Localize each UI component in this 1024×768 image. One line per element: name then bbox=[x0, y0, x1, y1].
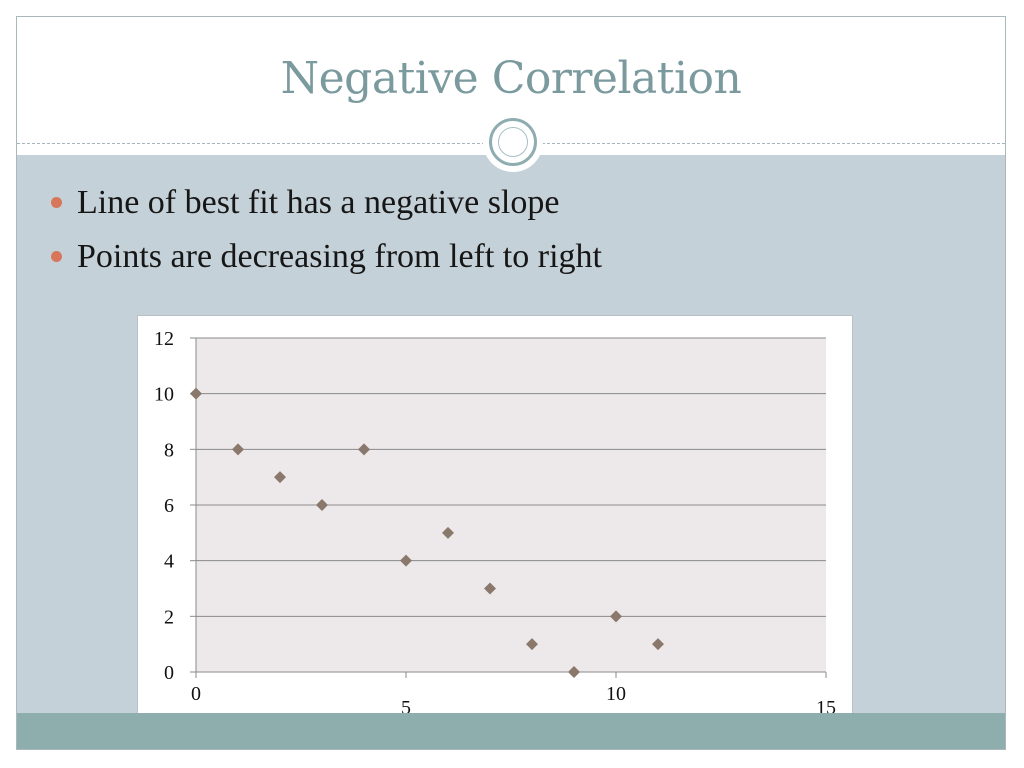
x-tick-label: 5 bbox=[401, 697, 411, 719]
bullet-text: Line of best fit has a negative slope bbox=[77, 184, 560, 221]
x-tick-label: 10 bbox=[606, 683, 626, 705]
y-tick-label: 4 bbox=[164, 551, 174, 573]
data-point bbox=[484, 582, 496, 595]
bullet-dot-icon bbox=[51, 197, 62, 208]
bullet-item: Points are decreasing from left to right bbox=[51, 235, 602, 289]
scatter-chart: 0 2 4 6 8 10 12 0 5 10 15 bbox=[137, 315, 853, 723]
bullet-list: Line of best fit has a negative slope Po… bbox=[51, 181, 602, 289]
bullet-dot-icon bbox=[51, 251, 62, 262]
y-tick-label: 10 bbox=[154, 384, 174, 406]
data-point bbox=[274, 471, 286, 484]
data-point bbox=[610, 610, 622, 623]
y-tick-label: 8 bbox=[164, 439, 174, 461]
footer-bar bbox=[17, 713, 1005, 749]
data-point bbox=[190, 387, 202, 400]
data-point bbox=[358, 443, 370, 456]
y-tick-label: 2 bbox=[164, 606, 174, 628]
slide: Negative Correlation Line of best fit ha… bbox=[16, 16, 1006, 750]
slide-title: Negative Correlation bbox=[280, 53, 742, 104]
data-point bbox=[400, 554, 412, 567]
data-point bbox=[316, 499, 328, 511]
x-tick-label: 0 bbox=[191, 683, 201, 705]
data-point bbox=[232, 443, 244, 456]
data-point bbox=[442, 526, 454, 539]
circle-ornament-icon bbox=[483, 112, 543, 172]
bullet-text: Points are decreasing from left to right bbox=[77, 238, 602, 275]
data-point bbox=[652, 638, 664, 651]
y-tick-label: 12 bbox=[154, 328, 174, 350]
data-point bbox=[568, 666, 580, 678]
y-tick-label: 0 bbox=[164, 662, 174, 684]
bullet-item: Line of best fit has a negative slope bbox=[51, 181, 602, 235]
data-point bbox=[526, 638, 538, 651]
y-tick-label: 6 bbox=[164, 495, 174, 517]
